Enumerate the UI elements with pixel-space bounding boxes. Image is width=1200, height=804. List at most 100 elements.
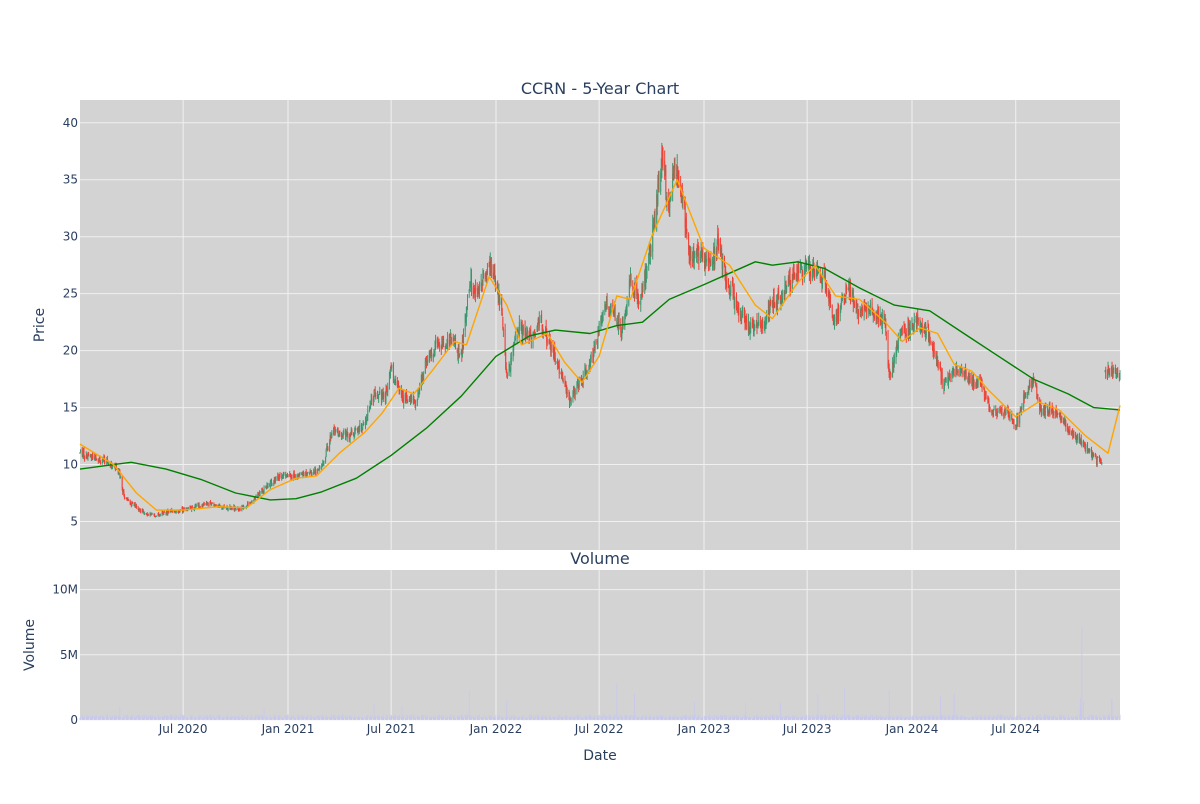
candle-body <box>330 434 332 439</box>
candle-body <box>761 320 763 324</box>
volume-bar <box>637 716 639 720</box>
candle-body <box>880 315 882 319</box>
candle-body <box>1043 408 1045 415</box>
volume-bar <box>403 715 405 720</box>
candle-body <box>378 394 380 399</box>
x-tick-label: Jul 2020 <box>158 722 208 736</box>
candle-body <box>363 424 365 426</box>
volume-bar <box>254 717 256 720</box>
candle-body <box>553 347 555 356</box>
volume-bar <box>1025 716 1027 720</box>
candle-body <box>1085 445 1087 452</box>
volume-bar <box>869 718 871 720</box>
volume-bar <box>823 717 825 720</box>
candle-body <box>1065 424 1067 428</box>
candle-body <box>415 403 417 406</box>
candle-body <box>407 399 409 401</box>
volume-bar <box>521 717 523 720</box>
volume-bar <box>884 718 886 720</box>
volume-bar <box>526 717 528 720</box>
volume-bar <box>999 715 1001 720</box>
volume-bar <box>333 715 335 720</box>
candle-body <box>408 400 410 402</box>
candle-body <box>590 355 592 359</box>
candle-body <box>386 390 388 392</box>
volume-bar <box>767 716 769 720</box>
volume-bar <box>793 717 794 720</box>
volume-bar <box>826 715 827 720</box>
candle-body <box>241 506 243 511</box>
volume-bar <box>429 716 431 720</box>
candle-body <box>700 251 702 253</box>
candle-body <box>605 304 607 310</box>
volume-bar <box>541 715 543 720</box>
candle-body <box>534 335 536 337</box>
volume-bar <box>957 718 958 720</box>
volume-bar <box>1076 715 1078 720</box>
candle-body <box>548 341 550 343</box>
volume-bar <box>896 717 898 720</box>
candle-body <box>222 507 224 509</box>
candle-body <box>394 382 396 383</box>
volume-bar <box>855 714 857 720</box>
volume-bar <box>872 715 874 720</box>
volume-bar <box>1007 717 1009 720</box>
candle-body <box>1044 406 1046 416</box>
volume-bar <box>481 717 483 720</box>
volume-bar <box>1096 716 1098 720</box>
candle-body <box>955 368 957 377</box>
volume-bar <box>358 717 360 720</box>
candle-body <box>366 417 368 424</box>
volume-bar <box>162 715 164 720</box>
candle-body <box>814 272 816 274</box>
volume-bar <box>864 716 866 720</box>
volume-bar <box>641 716 643 720</box>
volume-bar <box>737 715 739 720</box>
candle-body <box>804 268 806 273</box>
volume-bar <box>477 715 479 720</box>
volume-bar <box>343 717 345 720</box>
volume-bar <box>492 717 494 720</box>
candle-body <box>379 391 381 393</box>
candle-body <box>335 429 337 431</box>
candle-body <box>173 511 175 513</box>
candle-body <box>381 392 382 401</box>
volume-bar <box>305 717 307 720</box>
candle-body <box>917 314 919 318</box>
volume-bar <box>684 714 686 720</box>
volume-bar <box>1003 716 1005 720</box>
candle-body <box>656 198 658 207</box>
candle-body <box>763 324 765 329</box>
volume-bar <box>478 716 480 720</box>
candle-body <box>624 314 626 327</box>
candle-body <box>686 235 688 237</box>
candle-body <box>249 502 251 505</box>
candle-body <box>175 511 177 512</box>
candle-body <box>568 393 570 396</box>
volume-bar <box>261 714 263 720</box>
volume-bar <box>601 717 603 720</box>
volume-bar <box>553 716 555 720</box>
candle-body <box>737 306 739 310</box>
volume-bar <box>815 716 817 720</box>
volume-bar <box>746 716 748 720</box>
candle-body <box>897 338 899 350</box>
candle-body <box>911 320 913 330</box>
volume-bar <box>1039 714 1041 720</box>
volume-bar <box>630 714 632 720</box>
volume-bar <box>210 717 212 720</box>
candle-body <box>742 308 744 316</box>
candle-body <box>481 282 483 284</box>
volume-bar <box>796 716 798 720</box>
volume-bar <box>574 717 576 720</box>
volume-bar <box>604 715 606 720</box>
candle-body <box>672 173 674 192</box>
candle-body <box>602 310 604 314</box>
volume-bar <box>633 715 635 720</box>
volume-bar <box>837 718 839 720</box>
volume-bar <box>875 715 877 720</box>
volume-bar <box>329 717 331 720</box>
volume-bar <box>285 715 287 720</box>
candle-body <box>601 316 603 324</box>
volume-bar <box>1119 714 1121 720</box>
